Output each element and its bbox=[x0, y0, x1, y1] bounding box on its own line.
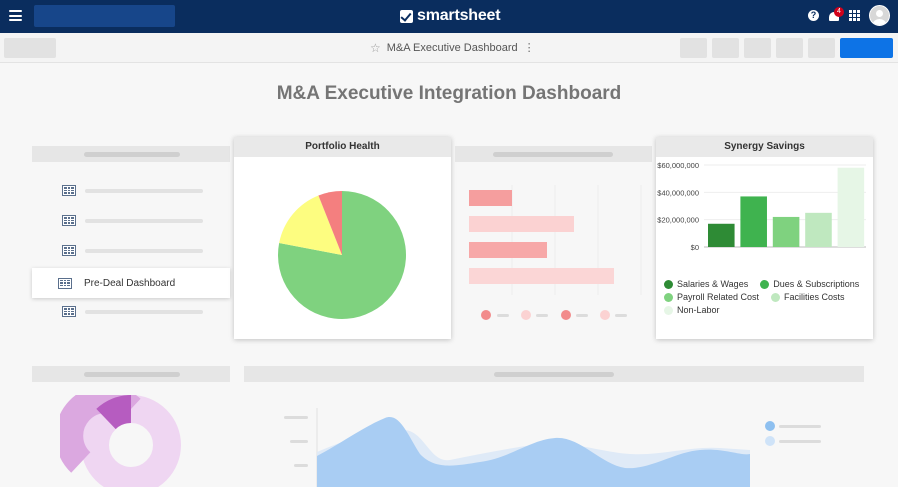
legend-dot bbox=[771, 292, 781, 302]
legend-dot bbox=[481, 310, 491, 320]
toolbar-button-3[interactable] bbox=[744, 38, 771, 58]
toolbar-button-1[interactable] bbox=[680, 38, 707, 58]
dashboard-title: M&A Executive Integration Dashboard bbox=[276, 83, 622, 104]
more-options-kebab-icon[interactable]: ⋮ bbox=[523, 42, 535, 54]
legend-label: Payroll Related Cost bbox=[677, 292, 760, 302]
bar-chart-widget-header bbox=[455, 146, 652, 162]
legend-item: Non-Labor bbox=[664, 305, 720, 315]
list-item[interactable] bbox=[62, 306, 203, 317]
toolbar-button-2[interactable] bbox=[712, 38, 739, 58]
legend-item: Payroll Related Cost bbox=[664, 292, 759, 302]
help-icon[interactable]: ? bbox=[808, 10, 819, 21]
bar bbox=[469, 242, 547, 258]
back-button[interactable] bbox=[4, 38, 56, 58]
list-item[interactable] bbox=[62, 215, 203, 226]
legend-dot bbox=[664, 292, 673, 302]
legend-dot bbox=[765, 436, 775, 446]
area-chart-widget-header bbox=[244, 366, 864, 382]
sheet-icon bbox=[62, 215, 76, 226]
portfolio-health-pie-chart bbox=[278, 191, 406, 319]
bar bbox=[805, 212, 832, 247]
portfolio-health-title: Portfolio Health bbox=[234, 137, 451, 157]
toolbar-button-4[interactable] bbox=[776, 38, 803, 58]
pie-slice bbox=[318, 191, 342, 255]
y-tick-label: $60,000,000 bbox=[657, 161, 699, 170]
smartsheet-logo-icon bbox=[400, 9, 413, 23]
legend-label: Non-Labor bbox=[677, 305, 720, 315]
legend-dot bbox=[760, 279, 770, 289]
legend-label: Dues & Subscriptions bbox=[773, 279, 860, 289]
legend-label: Salaries & Wages bbox=[677, 279, 749, 289]
bar bbox=[708, 223, 735, 247]
pie-slice bbox=[279, 195, 342, 255]
bar bbox=[837, 167, 865, 247]
legend-item: Salaries & Wages bbox=[664, 279, 748, 289]
sheet-icon bbox=[62, 185, 76, 196]
synergy-savings-widget[interactable]: Synergy Savings $60,000,000 $40,000,000 $2… bbox=[656, 137, 873, 339]
synergy-savings-title: Synergy Savings bbox=[656, 137, 873, 157]
bar bbox=[469, 268, 614, 284]
favorite-star-icon[interactable]: ☆ bbox=[370, 40, 381, 55]
donut-segment bbox=[96, 395, 132, 430]
bar bbox=[772, 216, 800, 247]
bar bbox=[740, 196, 767, 247]
horizontal-bar-chart-placeholder bbox=[469, 185, 642, 320]
area-chart-legend bbox=[765, 421, 821, 451]
legend-dot bbox=[664, 279, 673, 289]
share-button[interactable] bbox=[840, 38, 893, 58]
list-item-label: Pre-Deal Dashboard bbox=[84, 277, 176, 289]
top-navigation-bar: smartsheet ? 4 bbox=[0, 0, 898, 33]
sheet-icon bbox=[62, 306, 76, 317]
user-avatar[interactable] bbox=[869, 5, 890, 26]
logo-text: smartsheet bbox=[417, 7, 501, 24]
search-input[interactable] bbox=[34, 5, 175, 27]
sheet-icon bbox=[62, 245, 76, 256]
dashboard-toolbar: ☆ M&A Executive Dashboard ⋮ bbox=[0, 33, 898, 63]
portfolio-health-widget[interactable]: Portfolio Health bbox=[234, 137, 451, 339]
bar bbox=[469, 216, 574, 232]
legend-label: Facilities Costs bbox=[784, 292, 845, 302]
document-title-area: ☆ M&A Executive Dashboard ⋮ bbox=[370, 40, 535, 55]
dashboard-icon bbox=[58, 277, 72, 289]
y-tick-label: $20,000,000 bbox=[657, 216, 699, 225]
legend-dot bbox=[765, 421, 775, 431]
list-item[interactable] bbox=[62, 185, 203, 196]
y-tick-label: $40,000,000 bbox=[657, 188, 699, 197]
legend-dot bbox=[521, 310, 531, 320]
legend-dot bbox=[600, 310, 610, 320]
synergy-savings-legend: Salaries & Wages Dues & Subscriptions Pa… bbox=[664, 279, 859, 318]
list-item[interactable] bbox=[62, 245, 203, 256]
app-launcher-grid-icon[interactable] bbox=[849, 10, 860, 21]
legend-item: Dues & Subscriptions bbox=[760, 279, 859, 289]
donut-widget-header bbox=[32, 366, 230, 382]
document-title: M&A Executive Dashboard bbox=[386, 41, 518, 54]
nav-list-widget-header bbox=[32, 146, 230, 162]
notifications-bell-icon[interactable]: 4 bbox=[828, 6, 844, 23]
donut-ring bbox=[81, 395, 181, 487]
synergy-savings-bar-chart: $60,000,000 $40,000,000 $20,000,000 $0 bbox=[657, 161, 866, 252]
toolbar-button-5[interactable] bbox=[808, 38, 835, 58]
bar bbox=[469, 190, 512, 206]
hamburger-menu-icon[interactable] bbox=[9, 10, 22, 21]
smartsheet-logo[interactable]: smartsheet bbox=[400, 7, 501, 25]
legend-dot bbox=[561, 310, 571, 320]
legend-item: Facilities Costs bbox=[771, 292, 845, 302]
y-tick-label: $0 bbox=[691, 243, 699, 252]
notification-count-badge: 4 bbox=[834, 6, 844, 17]
donut-chart-placeholder bbox=[60, 395, 181, 487]
area-series bbox=[317, 417, 750, 487]
area-chart-placeholder bbox=[284, 408, 750, 487]
legend-dot bbox=[664, 305, 673, 315]
list-item-pre-deal-dashboard[interactable]: Pre-Deal Dashboard bbox=[32, 268, 230, 298]
